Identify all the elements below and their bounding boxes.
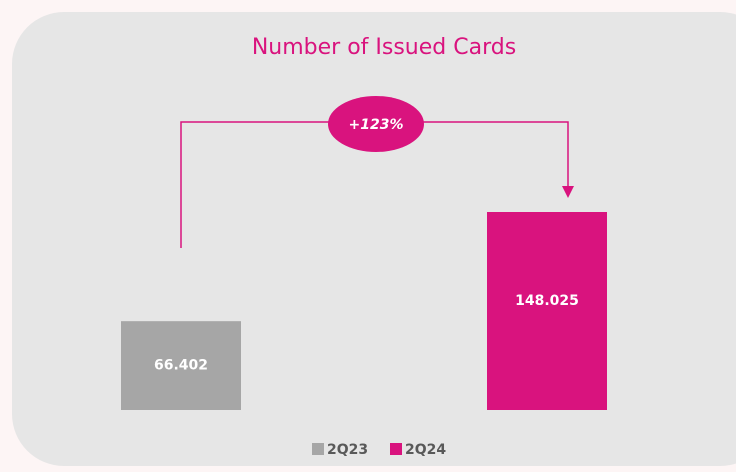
legend-label: 2Q24 xyxy=(405,442,446,458)
panel xyxy=(12,12,736,466)
data-label: 148.025 xyxy=(515,293,579,309)
legend-swatch xyxy=(390,443,402,455)
data-label: 66.402 xyxy=(154,358,208,374)
bar xyxy=(121,321,241,410)
legend-label: 2Q23 xyxy=(327,442,368,458)
annotation-badge xyxy=(328,96,424,152)
annotation: +123% xyxy=(349,117,404,133)
bar xyxy=(487,212,607,410)
arrow-head xyxy=(562,186,574,198)
chart-title: Number of Issued Cards xyxy=(252,35,516,60)
legend-swatch xyxy=(312,443,324,455)
